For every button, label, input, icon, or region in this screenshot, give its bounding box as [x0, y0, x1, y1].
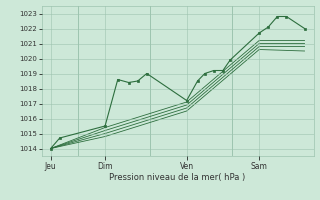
X-axis label: Pression niveau de la mer( hPa ): Pression niveau de la mer( hPa ) — [109, 173, 246, 182]
